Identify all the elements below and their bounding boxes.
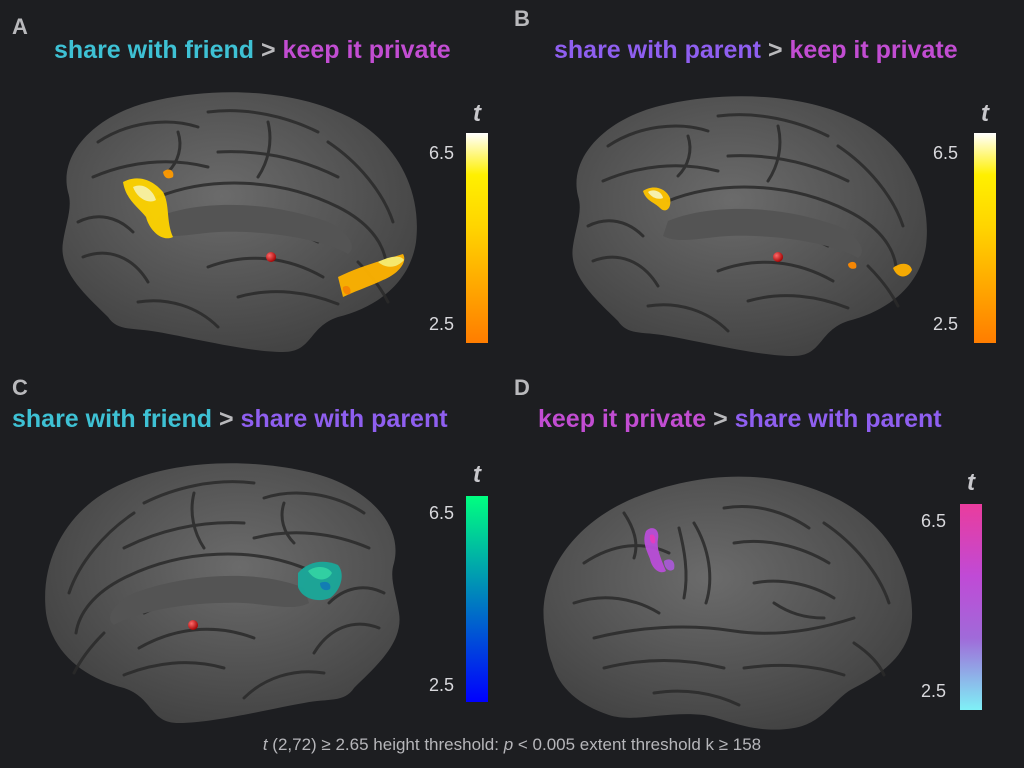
colorbar-min: 2.5 (932, 314, 958, 334)
p-symbol: p (503, 735, 514, 754)
panel-title: share with friend > share with parent (12, 405, 448, 434)
caption-part-1: (2,72) ≥ 2.65 height threshold: (267, 735, 504, 754)
panel-title: share with parent > keep it private (554, 36, 958, 65)
panel-b: B share with parent > keep it private (512, 0, 1024, 375)
marker-dot (266, 252, 276, 262)
title-right: share with parent (734, 405, 942, 433)
brain-surface-lateral (543, 476, 913, 730)
title-separator: > (713, 405, 735, 433)
marker-dot (188, 620, 198, 630)
panel-letter: B (514, 6, 530, 31)
panel-letter: A (12, 14, 28, 39)
colorbar-label: t (981, 100, 989, 127)
title-right: keep it private (789, 36, 958, 64)
caption-part-2: < 0.005 extent threshold k ≥ 158 (513, 735, 762, 754)
title-left: share with friend (54, 36, 255, 64)
panel-d: D keep it private > share with parent (512, 375, 1024, 750)
colorbar-max: 6.5 (932, 143, 958, 163)
colorbar-min: 2.5 (920, 681, 946, 701)
panel-title: keep it private > share with parent (538, 405, 942, 434)
panel-c: C share with friend > share with parent (0, 375, 512, 750)
title-left: keep it private (538, 405, 707, 433)
title-right: share with parent (240, 405, 448, 433)
threshold-caption: t (2,72) ≥ 2.65 height threshold: p < 0.… (0, 735, 1024, 755)
colorbar-label: t (473, 461, 481, 488)
activation-cluster (644, 528, 675, 573)
panel-letter: C (12, 375, 28, 400)
colorbar-min: 2.5 (428, 314, 454, 334)
colorbar-hot (466, 133, 488, 343)
activation-cluster (298, 561, 342, 601)
colorbar-pink-purple (960, 504, 982, 710)
title-separator: > (767, 36, 790, 64)
title-separator: > (219, 405, 241, 433)
brain-surface-medial (62, 92, 417, 352)
activation-cluster (123, 169, 405, 297)
colorbar-max: 6.5 (428, 143, 454, 163)
activation-cluster (643, 187, 912, 277)
title-left: share with parent (554, 36, 761, 64)
panel-letter: D (514, 375, 530, 400)
colorbar-hot (974, 133, 996, 343)
marker-dot (773, 252, 783, 262)
brain-surface-medial (572, 96, 927, 356)
title-left: share with friend (12, 405, 213, 433)
t-symbol: t (262, 735, 268, 754)
colorbar-label: t (473, 100, 481, 127)
colorbar-winter (466, 496, 488, 702)
colorbar-min: 2.5 (428, 675, 454, 695)
brain-surface-medial-mirrored (45, 463, 400, 723)
colorbar-max: 6.5 (920, 511, 946, 531)
title-right: keep it private (282, 36, 451, 64)
colorbar-label: t (967, 469, 975, 496)
title-separator: > (261, 36, 283, 64)
panel-a: A share with friend > keep it private (0, 0, 512, 375)
colorbar-max: 6.5 (428, 503, 454, 523)
panel-title: share with friend > keep it private (54, 36, 451, 65)
